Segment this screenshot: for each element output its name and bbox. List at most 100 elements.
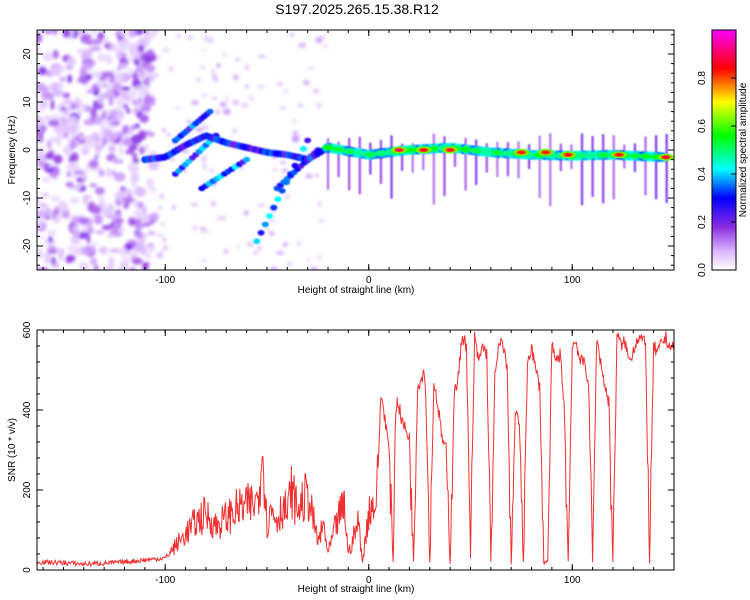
noise-blob [94,187,105,195]
bright-peak [513,148,530,156]
noise-blob [118,227,125,233]
noise-blob [58,200,67,211]
noise-blob [126,108,131,114]
noise-blob [54,213,62,222]
noise-blob [145,63,155,73]
noise-blob [283,88,288,94]
noise-blob [207,36,214,44]
noise-blob [93,214,103,225]
noise-blob [129,42,140,52]
noise-blob [113,172,126,182]
streak [612,135,615,200]
noise-blob [67,74,73,84]
streak [432,133,436,205]
noise-blob [292,134,300,140]
carrier-core [597,151,610,159]
noise-blob [83,195,89,206]
noise-blob [66,171,72,178]
streak [654,135,658,200]
noise-blob [121,254,129,260]
branch-blob [270,204,278,211]
branch-blob [253,238,261,244]
branch-blob [257,230,265,236]
noise-blob [102,71,114,78]
noise-blob [81,262,90,270]
colorbar-tick-label: 0.4 [697,167,708,181]
noise-blob [43,115,52,121]
noise-blob [147,244,156,253]
noise-blob [79,67,87,78]
noise-blob [129,49,135,55]
noise-blob [270,266,278,270]
noise-blob [54,124,66,134]
noise-blob [108,256,115,267]
noise-blob [95,148,101,157]
x-tick-label: 100 [564,575,581,586]
carrier-core [332,146,345,153]
noise-blob [292,130,299,135]
noise-blob [128,217,136,226]
noise-blob [192,224,198,231]
noise-blob [136,233,143,238]
y-tick-label: 0 [22,567,33,573]
noise-blob [91,241,98,247]
noise-blob [116,249,128,255]
noise-blob [95,204,102,214]
noise-blob [279,160,287,165]
noise-blob [241,102,249,109]
bright-peak [560,151,577,159]
noise-blob [101,224,112,231]
noise-blob [163,237,167,243]
noise-blob [43,89,50,94]
noise-blob [118,40,131,51]
noise-blobs [37,30,329,270]
noise-blob [112,223,119,232]
noise-blob [99,92,110,100]
noise-blob [201,162,208,170]
noise-blob [37,133,43,139]
noise-blob [268,231,275,236]
noise-blob [37,223,43,229]
noise-blob [282,242,288,247]
branch-blob [261,221,269,228]
colorbar-tick-label: 0.0 [697,263,708,277]
noise-blob [195,127,204,132]
noise-blob [117,65,122,71]
carrier-core [586,152,599,159]
noise-blob [302,80,310,86]
noise-blob [46,139,52,149]
noise-blob [161,128,167,133]
noise-blob [90,106,98,118]
noise-blob [131,110,137,116]
noise-blob [93,264,99,270]
noise-blob [212,96,218,100]
noise-blob [125,90,138,98]
noise-blob [110,121,121,126]
noise-blob [87,201,96,213]
noise-blob [127,162,139,172]
noise-blob [115,47,123,59]
noise-blob [66,120,77,127]
noise-blob [124,243,134,250]
noise-blob [122,124,130,134]
snr-y-label: SNR (10 * v/v) [7,418,18,482]
noise-blob [276,250,285,255]
noise-blob [273,167,277,172]
noise-blob [60,106,67,111]
y-tick-label: 400 [22,401,33,418]
bright-peak [442,146,459,154]
noise-blob [90,246,97,252]
branch-blob [299,146,307,152]
noise-blob [203,34,208,42]
vertical-streaks [326,133,668,207]
streak [591,135,594,197]
noise-blob [175,106,180,110]
noise-blob [120,186,125,191]
streak [422,143,425,171]
noise-blob [160,222,165,226]
noise-blob [53,154,63,164]
noise-blob [211,68,215,75]
streak [443,136,446,197]
noise-blob [98,195,105,206]
noise-blob [139,114,149,123]
